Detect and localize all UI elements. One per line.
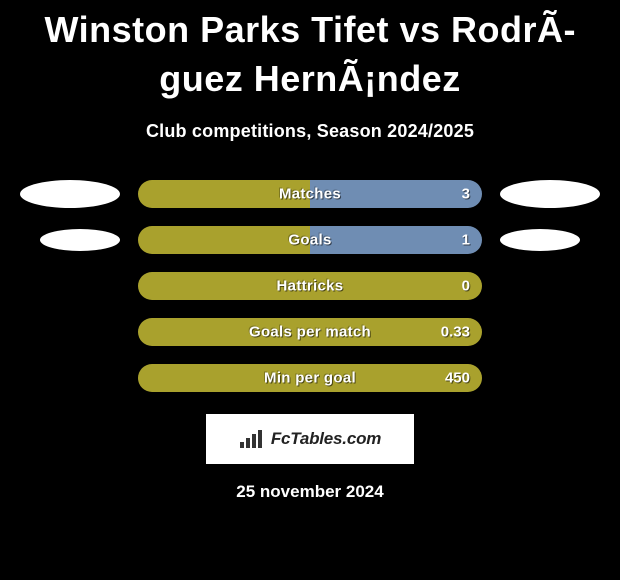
footer-date: 25 november 2024 bbox=[0, 482, 620, 502]
stats-card: Winston Parks Tifet vs RodrÃ­guez HernÃ¡… bbox=[0, 0, 620, 502]
brand-badge: FcTables.com bbox=[206, 414, 414, 464]
stat-row: Min per goal 450 bbox=[0, 364, 620, 392]
page-title: Winston Parks Tifet vs RodrÃ­guez HernÃ¡… bbox=[0, 6, 620, 103]
player-right-marker bbox=[500, 229, 580, 251]
stat-row: Hattricks 0 bbox=[0, 272, 620, 300]
stat-value: 450 bbox=[445, 370, 470, 387]
spacer bbox=[500, 318, 600, 346]
subtitle: Club competitions, Season 2024/2025 bbox=[0, 121, 620, 142]
bars-icon bbox=[239, 428, 265, 450]
spacer bbox=[500, 364, 600, 392]
stat-label: Hattricks bbox=[277, 278, 344, 295]
spacer bbox=[500, 272, 600, 300]
stat-value: 3 bbox=[462, 186, 470, 203]
stat-row: Matches 3 bbox=[0, 180, 620, 208]
player-right-marker bbox=[500, 180, 600, 208]
stat-bar: Matches 3 bbox=[138, 180, 482, 208]
player-left-marker bbox=[40, 229, 120, 251]
stat-label: Goals per match bbox=[249, 324, 371, 341]
stat-row: Goals 1 bbox=[0, 226, 620, 254]
stat-row: Goals per match 0.33 bbox=[0, 318, 620, 346]
bar-fill-left bbox=[138, 226, 310, 254]
stat-label: Min per goal bbox=[264, 370, 356, 387]
stat-rows: Matches 3 Goals 1 Hattricks 0 Goals per match 0… bbox=[0, 180, 620, 392]
stat-bar: Goals 1 bbox=[138, 226, 482, 254]
stat-value: 0 bbox=[462, 278, 470, 295]
stat-bar: Min per goal 450 bbox=[138, 364, 482, 392]
spacer bbox=[20, 318, 120, 346]
spacer bbox=[20, 364, 120, 392]
player-left-marker bbox=[20, 180, 120, 208]
stat-bar: Hattricks 0 bbox=[138, 272, 482, 300]
stat-bar: Goals per match 0.33 bbox=[138, 318, 482, 346]
bar-fill-right bbox=[310, 226, 482, 254]
stat-label: Matches bbox=[279, 186, 341, 203]
stat-value: 0.33 bbox=[441, 324, 470, 341]
stat-label: Goals bbox=[288, 232, 331, 249]
stat-value: 1 bbox=[462, 232, 470, 249]
brand-text: FcTables.com bbox=[271, 429, 381, 449]
spacer bbox=[20, 272, 120, 300]
